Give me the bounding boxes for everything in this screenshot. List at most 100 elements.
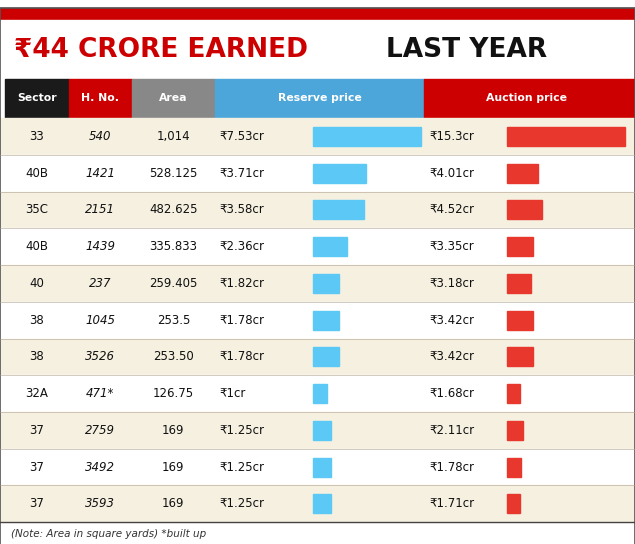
Bar [313, 458, 331, 477]
Text: ₹1.25cr: ₹1.25cr [220, 461, 265, 474]
Text: 126.75: 126.75 [153, 387, 194, 400]
Bar [507, 347, 533, 367]
Text: ₹1.78cr: ₹1.78cr [220, 314, 265, 326]
Bar [313, 421, 331, 440]
Bar [0, 338, 635, 375]
Text: 38: 38 [29, 350, 44, 363]
Bar [0, 191, 635, 228]
Bar [424, 79, 629, 118]
Text: 169: 169 [162, 424, 185, 437]
Bar [0, 485, 635, 522]
Text: 3593: 3593 [85, 497, 116, 510]
Bar [132, 79, 215, 118]
Text: 3492: 3492 [85, 461, 116, 474]
Bar [313, 311, 338, 330]
Bar [0, 20, 635, 79]
Text: 33: 33 [29, 130, 44, 143]
Text: 169: 169 [162, 497, 185, 510]
Bar [5, 79, 69, 118]
Text: 1439: 1439 [85, 240, 116, 253]
Text: ₹4.52cr: ₹4.52cr [429, 203, 474, 217]
Bar [0, 155, 635, 191]
Text: 1045: 1045 [85, 314, 116, 326]
Bar [69, 79, 132, 118]
Text: ₹1.25cr: ₹1.25cr [220, 497, 265, 510]
Bar [507, 384, 520, 403]
Bar [507, 237, 533, 256]
Bar [215, 79, 424, 118]
Text: 2151: 2151 [85, 203, 116, 217]
Text: ₹1.78cr: ₹1.78cr [429, 461, 474, 474]
Bar [507, 311, 533, 330]
Text: 3526: 3526 [85, 350, 116, 363]
Bar [0, 449, 635, 485]
Text: ₹2.11cr: ₹2.11cr [429, 424, 474, 437]
Text: 253.50: 253.50 [153, 350, 194, 363]
Text: ₹1.71cr: ₹1.71cr [429, 497, 474, 510]
Text: ₹7.53cr: ₹7.53cr [220, 130, 265, 143]
Text: 528.125: 528.125 [149, 166, 197, 180]
Bar [507, 421, 523, 440]
Text: 37: 37 [29, 424, 44, 437]
Text: ₹44 CRORE EARNED: ₹44 CRORE EARNED [14, 36, 308, 63]
Text: 259.405: 259.405 [149, 277, 197, 290]
Bar [313, 347, 338, 367]
Text: Auction price: Auction price [486, 94, 567, 103]
Text: 37: 37 [29, 497, 44, 510]
Bar [0, 8, 635, 20]
Bar [0, 302, 635, 338]
Text: ₹4.01cr: ₹4.01cr [429, 166, 474, 180]
Bar [0, 265, 635, 302]
Text: ₹1.78cr: ₹1.78cr [220, 350, 265, 363]
Text: ₹3.18cr: ₹3.18cr [429, 277, 474, 290]
Text: 540: 540 [89, 130, 112, 143]
Text: 471*: 471* [86, 387, 114, 400]
Bar [0, 228, 635, 265]
Bar [629, 79, 635, 118]
Text: ₹1cr: ₹1cr [220, 387, 246, 400]
Text: Reserve price: Reserve price [277, 94, 361, 103]
Text: ₹2.36cr: ₹2.36cr [220, 240, 265, 253]
Text: (Note: Area in square yards) *built up: (Note: Area in square yards) *built up [11, 529, 206, 539]
Text: 37: 37 [29, 461, 44, 474]
Bar [0, 412, 635, 449]
Text: 40B: 40B [25, 240, 48, 253]
Bar [507, 164, 538, 183]
Bar [0, 118, 635, 155]
Text: 335.833: 335.833 [149, 240, 197, 253]
Text: Area: Area [159, 94, 187, 103]
Bar [313, 384, 328, 403]
Text: ₹3.42cr: ₹3.42cr [429, 314, 474, 326]
Text: Sector: Sector [17, 94, 57, 103]
Text: 35C: 35C [25, 203, 48, 217]
Text: 482.625: 482.625 [149, 203, 197, 217]
Bar [507, 458, 521, 477]
Text: 253.5: 253.5 [157, 314, 190, 326]
Text: ₹3.71cr: ₹3.71cr [220, 166, 265, 180]
Text: 237: 237 [89, 277, 112, 290]
Text: 32A: 32A [25, 387, 48, 400]
Text: 1421: 1421 [85, 166, 116, 180]
Text: ₹1.25cr: ₹1.25cr [220, 424, 265, 437]
Bar [313, 237, 347, 256]
Bar [507, 494, 520, 514]
Bar [507, 127, 625, 146]
Text: ₹1.68cr: ₹1.68cr [429, 387, 474, 400]
Text: 169: 169 [162, 461, 185, 474]
Bar [313, 127, 421, 146]
Bar [507, 274, 531, 293]
Bar [313, 494, 331, 514]
Text: ₹3.35cr: ₹3.35cr [429, 240, 474, 253]
Text: ₹1.82cr: ₹1.82cr [220, 277, 265, 290]
Text: 40B: 40B [25, 166, 48, 180]
Text: LAST YEAR: LAST YEAR [386, 36, 547, 63]
Text: 2759: 2759 [85, 424, 116, 437]
Text: ₹3.42cr: ₹3.42cr [429, 350, 474, 363]
Text: H. No.: H. No. [81, 94, 119, 103]
Text: ₹15.3cr: ₹15.3cr [429, 130, 474, 143]
Bar [0, 375, 635, 412]
Bar [507, 200, 542, 219]
Bar [313, 164, 366, 183]
Text: ₹3.58cr: ₹3.58cr [220, 203, 264, 217]
Bar [313, 274, 339, 293]
